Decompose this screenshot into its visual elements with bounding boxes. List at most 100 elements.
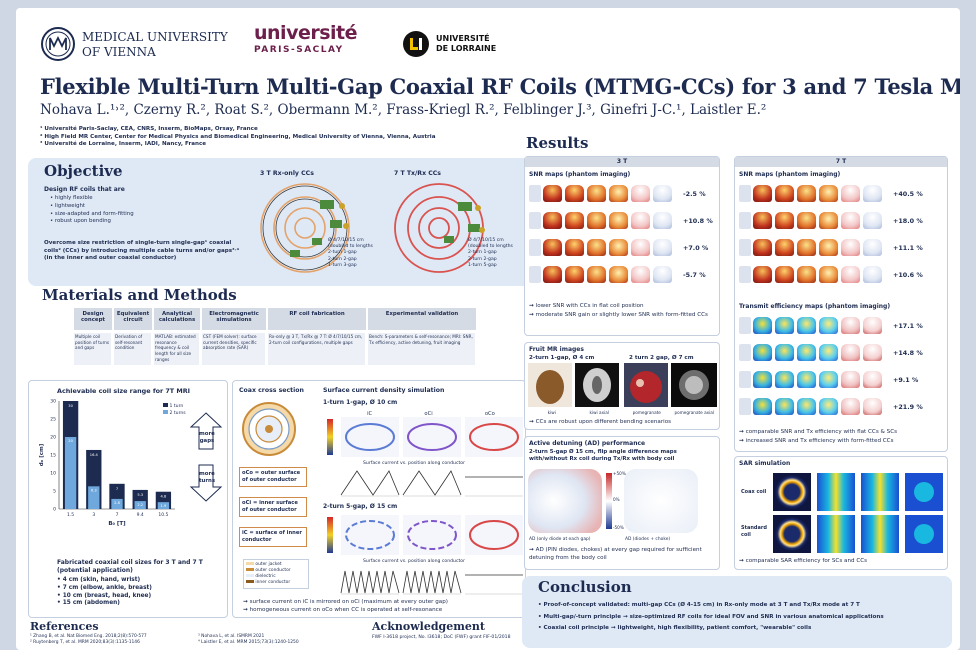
map-cell [631,212,650,229]
map-cell [797,239,816,256]
fabricated-item-text: 4 cm (skin, hand, wrist) [62,577,141,583]
conclusion-item-text: Multi-gap/-turn principle → size-optimiz… [543,613,884,620]
references-list: ¹ Zhang B, et al. Nat Biomed Eng. 2018;2… [30,634,360,646]
map-cell [565,185,584,202]
objective-intro: Design RF coils that are [44,186,125,193]
map-row-label [529,239,541,256]
affiliations: ¹ Université Paris-Saclay, CEA, CNRS, In… [40,126,540,149]
ad-caption-a: AD (only diode at each gap) [529,537,591,542]
affiliation-3: ³ Université de Lorraine, Inserm, IADI, … [40,141,207,148]
data-label: 30 [68,404,73,408]
fruit-caption: pomegranate [632,410,661,415]
map-row-percentage: +40.5 % [893,190,923,198]
sim-2-fields [327,515,523,555]
acknowledgement-text: FWF I-3618 project, No. I3618; DoC (FWF)… [372,635,511,640]
objective-overcome: Overcome size restriction of single-turn… [44,240,240,262]
coax-cross-section-icon [242,402,296,456]
layer-label: inner conductor [255,579,291,585]
map-row-percentage: +10.6 % [893,271,923,279]
map-cell [863,185,882,202]
label-ic-box: iC = surface of inner conductor [239,527,307,548]
methods-step-title: Experimental validation [368,308,476,330]
label-ic: iC = surface of inner conductor [242,530,302,544]
sim-1-label: 1-turn 1-gap, Ø 10 cm [323,399,398,406]
ups-name-line1: université [254,22,358,44]
sim-col-labels-1: iC oCi oCo [341,411,521,418]
map-cell [753,398,772,415]
objective-bullet: lightweight [50,203,134,211]
sar-maps [773,473,943,553]
conclusion-panel: Conclusion • Proof-of-concept validated:… [522,576,952,648]
ad-maps [528,469,698,533]
map-cell [775,344,794,361]
sim-1-plots [340,470,523,497]
map-cell [797,317,816,334]
more-turns-arrow [189,464,223,502]
map-cell [775,317,794,334]
map-row-label [529,185,541,202]
map-row-percentage: +14.8 % [893,349,923,357]
map-cell [819,344,838,361]
map-row-label [739,398,751,415]
fabricated-item: • 10 cm (breast, head, knee) [57,592,152,599]
references-heading: References [30,620,99,633]
col-label: iC [367,411,373,417]
methods-step-title: Design concept [74,308,112,330]
methods-step-title: Analytical calculations [154,308,200,330]
poster: MEDICAL UNIVERSITY OF VIENNA université … [16,8,960,650]
conclusion-item: • Coaxial coil principle → lightweight, … [538,625,812,632]
map-row-label [739,317,751,334]
map-cell [841,371,860,388]
map-cell [841,239,860,256]
legend-7t-line: Ø 4/7/10/15 cm [468,238,504,243]
methods-heading: Materials and Methods [42,286,237,304]
map-cell [631,185,650,202]
map-cell [775,212,794,229]
legend-7t-line: (doubled to lengths [468,244,513,250]
fabricated-item: • 15 cm (abdomen) [57,600,120,607]
y-tick-label: 10 [50,471,56,477]
fabricated-item-text: 10 cm (breast, head, knee) [62,592,152,599]
map-cell [819,398,838,415]
map-row-label [739,371,751,388]
map-cell [543,212,562,229]
sar-title: SAR simulation [739,460,791,467]
map-cell [863,317,882,334]
muv-name-line2: OF VIENNA [82,45,156,59]
map-row-label [529,266,541,283]
map-cell [653,212,672,229]
map-cell [565,266,584,283]
legend-label: 2 turns [169,411,186,417]
map-row-label [739,212,751,229]
map-cell [819,212,838,229]
affiliation-2: ² High Field MR Center, Center for Medic… [40,133,436,140]
map-cell [587,239,606,256]
reference-item: ¹ Zhang B, et al. Nat Biomed Eng. 2018;2… [30,634,147,639]
map-cell [565,212,584,229]
x-tick-label: 1.5 [67,512,74,518]
map-cell [819,371,838,388]
map-row-label [529,212,541,229]
map-cell [609,266,628,283]
snr-title-7t: SNR maps (phantom imaging) [739,171,841,178]
map-cell [863,266,882,283]
map-cell [609,185,628,202]
conclusion-item-text: Coaxial coil principle → lightweight, hi… [543,625,812,632]
ul-seal-icon [403,31,429,57]
sar-panel: SAR simulation Coax coil Standard coil c… [734,456,948,570]
fruit-caption: kiwi axial [589,410,609,415]
legend-3t: Ø 4/7/10/15 cm (doubled to lengths 2-tur… [328,238,373,269]
img-label-3t: 3 T Rx-only CCs [260,170,314,177]
objective-bullets: highly flexible lightweight size-adapted… [50,195,134,226]
fabricated-item: • 7 cm (elbow, ankle, breast) [57,584,152,591]
map-cell [863,212,882,229]
map-cell [775,239,794,256]
map-row-label [739,185,751,202]
sar-conclusion: comparable SAR efficiency for SCs and CC… [739,558,945,566]
map-cell [841,398,860,415]
plot-caption-2: Surface current vs. position along condu… [363,559,465,564]
layer-entry: inner conductor [246,579,306,586]
legend-7t-line: 2-turn 2-gap [468,256,497,262]
map-cell [841,317,860,334]
sim-title: Surface current density simulation [323,387,445,394]
